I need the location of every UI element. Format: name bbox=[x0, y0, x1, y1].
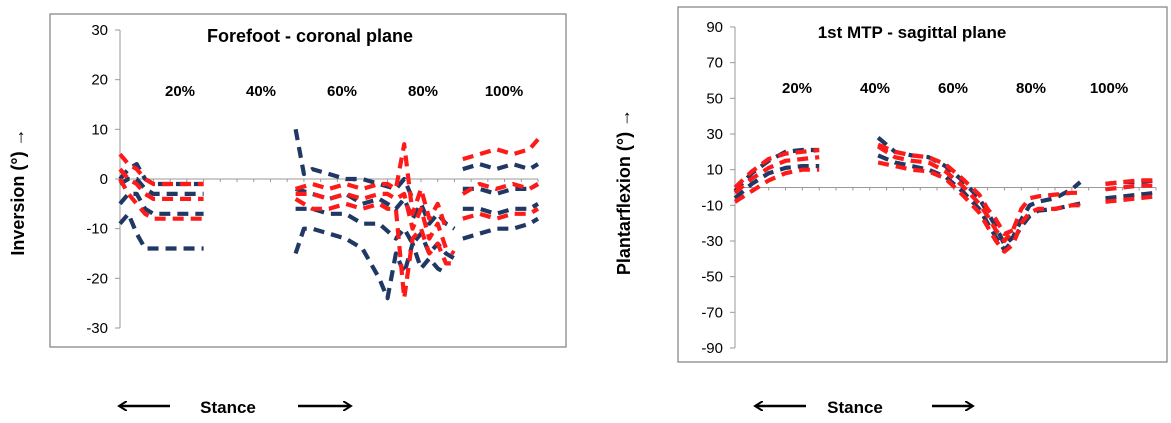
series-line bbox=[118, 137, 540, 230]
y-tick-label: 10 bbox=[706, 162, 723, 179]
stance-indicator-2: Stance bbox=[756, 398, 972, 417]
plot-area-1 bbox=[118, 128, 540, 301]
series-segment bbox=[733, 147, 820, 193]
phase-labels-1: 20% 40% 60% 80% 100% bbox=[165, 83, 523, 100]
phase-label: 80% bbox=[408, 83, 438, 100]
phase-label: 60% bbox=[327, 83, 357, 100]
series-segment bbox=[733, 147, 820, 190]
series-segment bbox=[295, 142, 448, 230]
y-tick-label: 10 bbox=[91, 121, 108, 138]
series-segment bbox=[295, 191, 456, 256]
phase-label: 40% bbox=[246, 83, 276, 100]
series-segment bbox=[293, 128, 415, 200]
series-segment bbox=[733, 155, 820, 195]
series-segment bbox=[462, 162, 540, 172]
series-line bbox=[733, 144, 1156, 244]
chart-title-2: 1st MTP - sagittal plane bbox=[818, 23, 1007, 42]
series-segment bbox=[877, 160, 1081, 254]
series-segment bbox=[118, 167, 204, 201]
phase-label: 60% bbox=[938, 80, 968, 97]
y-tick-label: -20 bbox=[86, 270, 108, 287]
y-tick-label: 0 bbox=[100, 171, 108, 188]
phase-label: 100% bbox=[485, 83, 523, 100]
series-segment bbox=[733, 167, 820, 204]
chart-frame-2 bbox=[677, 6, 1168, 363]
y-axis-label-2: Plantarflexion (°) → bbox=[614, 109, 634, 275]
plot-area-2 bbox=[733, 135, 1157, 254]
series-line bbox=[118, 177, 540, 301]
series-segment bbox=[877, 142, 1014, 236]
chart-panel-2: 90 70 50 30 10 -10 -30 -50 -70 -90 1st MTP - sagi… bbox=[614, 6, 1168, 417]
y-tick-label: 70 bbox=[706, 55, 723, 72]
series-segment bbox=[876, 144, 1081, 244]
series-line bbox=[733, 142, 1156, 236]
series-segment bbox=[462, 216, 540, 241]
phase-label: 20% bbox=[165, 83, 195, 100]
series-segment bbox=[118, 152, 204, 187]
series-segment bbox=[294, 197, 455, 301]
phase-labels-2: 20% 40% 60% 80% 100% bbox=[782, 80, 1128, 97]
x-axis-label-1: Stance bbox=[200, 398, 256, 417]
series-line bbox=[118, 167, 540, 256]
stance-indicator-1: Stance bbox=[120, 398, 350, 417]
y-tick-label: -50 bbox=[701, 269, 723, 286]
series-segment bbox=[1105, 190, 1157, 201]
series-segment bbox=[293, 226, 448, 301]
series-segment bbox=[462, 182, 540, 196]
series-segment bbox=[118, 211, 204, 251]
y-tick-label: -10 bbox=[86, 221, 108, 238]
y-tick-label: -10 bbox=[701, 197, 723, 214]
y-tick-label: 50 bbox=[706, 90, 723, 107]
y-tick-label: 30 bbox=[706, 126, 723, 143]
series-segment bbox=[118, 191, 204, 216]
y-tick-label: 90 bbox=[706, 19, 723, 36]
y-ticks-1: 30 20 10 0 -10 -20 -30 bbox=[86, 22, 120, 337]
phase-label: 40% bbox=[860, 80, 890, 97]
series-line bbox=[733, 160, 1157, 254]
series-segment bbox=[1105, 194, 1157, 204]
y-axis-label-1: Inversion (°) → bbox=[8, 128, 28, 255]
y-ticks-2: 90 70 50 30 10 -10 -30 -50 -70 -90 bbox=[701, 19, 735, 357]
x-axis-label-2: Stance bbox=[827, 398, 883, 417]
y-tick-label: 30 bbox=[91, 22, 108, 39]
y-tick-label: -90 bbox=[701, 340, 723, 357]
series-segment bbox=[1105, 183, 1156, 192]
series-segment bbox=[733, 164, 820, 200]
y-tick-label: 20 bbox=[91, 72, 108, 89]
series-segment bbox=[462, 206, 540, 221]
chart-panel-1: 30 20 10 0 -10 -20 -30 Forefoot - coronal plan… bbox=[8, 13, 567, 417]
series-line bbox=[118, 211, 540, 301]
phase-label: 80% bbox=[1016, 80, 1046, 97]
series-segment bbox=[1105, 178, 1156, 186]
series-segment bbox=[462, 201, 540, 216]
phase-label: 20% bbox=[782, 80, 812, 97]
y-tick-label: -70 bbox=[701, 304, 723, 321]
series-segment bbox=[462, 137, 540, 162]
series-segment bbox=[461, 181, 540, 196]
y-tick-label: -30 bbox=[701, 233, 723, 250]
chart-title-1: Forefoot - coronal plane bbox=[207, 26, 413, 46]
phase-label: 100% bbox=[1090, 80, 1128, 97]
y-tick-label: -30 bbox=[86, 320, 108, 337]
series-segment bbox=[118, 177, 204, 221]
